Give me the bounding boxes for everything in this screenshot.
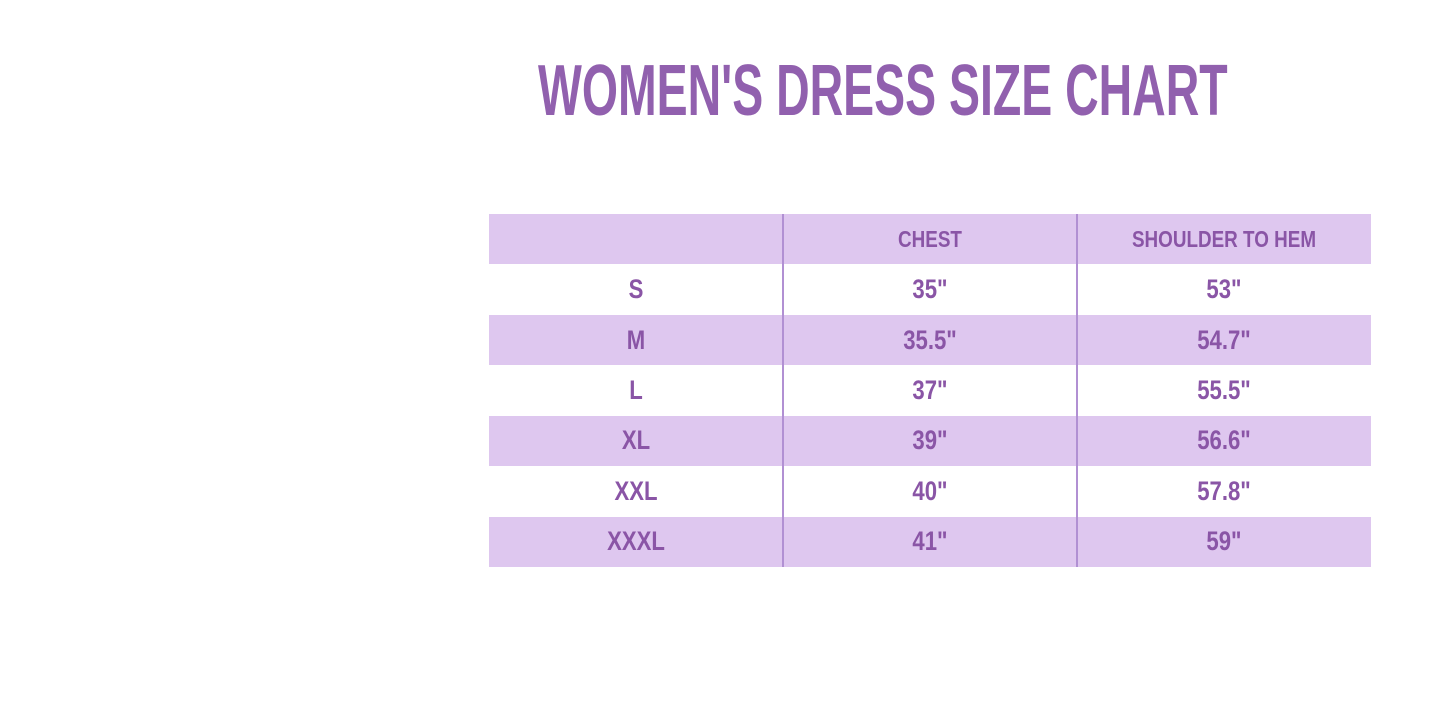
size-label: M — [626, 324, 646, 355]
shoulder-to-hem-value: 54.7" — [1197, 324, 1251, 355]
shoulder-to-hem-value: 53" — [1206, 274, 1242, 305]
chest-value: 35.5" — [903, 324, 957, 355]
table-row: XL 39" 56.6" — [489, 415, 1371, 467]
table-row: M 35.5" 54.7" — [489, 314, 1371, 366]
chest-value: 40" — [912, 475, 948, 506]
column-divider — [782, 214, 784, 567]
shoulder-to-hem-value: 55.5" — [1197, 374, 1251, 405]
chest-value: 35" — [912, 274, 948, 305]
header-cell-shoulder-to-hem: SHOULDER TO HEM — [1131, 225, 1317, 252]
shoulder-to-hem-value: 56.6" — [1197, 425, 1251, 456]
size-chart-table: CHEST SHOULDER TO HEM S 35" 53" M 35.5" … — [489, 214, 1371, 567]
chest-value: 41" — [912, 526, 948, 557]
size-label: XXL — [614, 475, 658, 506]
table-header-row: CHEST SHOULDER TO HEM — [489, 214, 1371, 265]
size-label: L — [629, 374, 643, 405]
page-title: WOMEN'S DRESS SIZE CHART — [538, 51, 1228, 131]
table-row: XXXL 41" 59" — [489, 516, 1371, 567]
table-row: XXL 40" 57.8" — [489, 466, 1371, 517]
header-cell-size — [515, 214, 756, 264]
shoulder-to-hem-value: 59" — [1206, 526, 1242, 557]
shoulder-to-hem-value: 57.8" — [1197, 475, 1251, 506]
size-label: S — [628, 274, 644, 305]
table-row: S 35" 53" — [489, 264, 1371, 315]
column-divider — [1076, 214, 1078, 567]
chest-value: 37" — [912, 374, 948, 405]
chest-value: 39" — [912, 425, 948, 456]
header-cell-chest: CHEST — [898, 225, 962, 252]
table-row: L 37" 55.5" — [489, 365, 1371, 416]
size-label: XL — [621, 425, 651, 456]
size-label: XXXL — [607, 526, 665, 557]
